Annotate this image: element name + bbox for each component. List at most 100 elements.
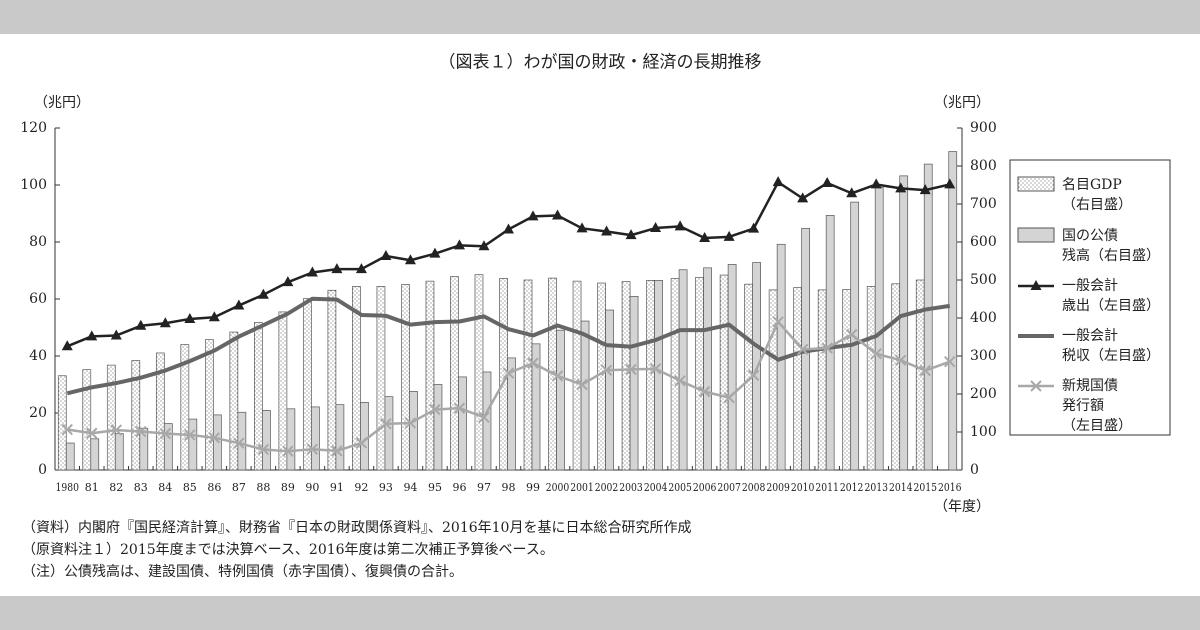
- bar: [254, 322, 263, 471]
- marker: [895, 354, 907, 366]
- bar: [384, 396, 394, 471]
- marker: [86, 330, 98, 341]
- footnote: （原資料注１）2015年度までは決算ベース、2016年度は第二次補正予算後ベース…: [22, 541, 554, 558]
- marker: [61, 340, 73, 351]
- bar: [531, 343, 541, 471]
- marker: [674, 220, 686, 231]
- bar: [90, 438, 100, 471]
- bar: [572, 280, 582, 471]
- marker: [429, 403, 441, 416]
- y2-unit: （兆円）: [934, 95, 990, 111]
- bar: [303, 298, 312, 471]
- x-tick-label: 2014: [889, 481, 913, 494]
- bar: [204, 339, 214, 471]
- bar: [621, 281, 631, 471]
- x-tick-label: 97: [477, 481, 491, 494]
- x-tick-label: 2015: [913, 481, 937, 494]
- marker: [527, 210, 539, 221]
- x-tick-label: 2011: [815, 481, 839, 494]
- marker: [821, 177, 833, 188]
- bar: [155, 352, 165, 471]
- bar: [923, 163, 933, 471]
- bar: [433, 384, 443, 471]
- marker: [110, 329, 122, 340]
- bar: [450, 276, 459, 471]
- legend-label: 新規国債: [1062, 378, 1118, 394]
- marker: [453, 239, 465, 250]
- marker: [723, 391, 735, 404]
- marker: [429, 247, 441, 258]
- bar: [163, 423, 173, 471]
- bar: [695, 276, 704, 471]
- bar: [727, 264, 737, 471]
- bar: [556, 329, 565, 471]
- marker: [650, 222, 662, 233]
- legend-swatch: [1017, 227, 1055, 243]
- bar: [842, 289, 852, 471]
- x-tick-label: 2010: [791, 481, 815, 494]
- marker: [380, 418, 392, 430]
- bar: [474, 274, 484, 471]
- marker: [919, 184, 931, 195]
- x-tick-label: 93: [379, 481, 393, 494]
- marker: [478, 411, 490, 423]
- bar: [360, 402, 369, 471]
- bar: [65, 442, 75, 471]
- bar: [874, 186, 884, 471]
- x-tick-label: 85: [183, 481, 197, 494]
- y2-tick-label: 500: [970, 272, 997, 288]
- bar: [229, 331, 239, 471]
- marker: [355, 263, 367, 274]
- x-tick-label: 99: [526, 481, 540, 494]
- marker: [404, 417, 417, 429]
- x-tick-label: 2004: [644, 481, 668, 494]
- marker: [919, 364, 931, 377]
- bar: [188, 418, 198, 471]
- marker: [404, 254, 416, 265]
- bar: [409, 390, 418, 471]
- marker: [61, 423, 73, 436]
- marker: [1030, 280, 1042, 290]
- x-tick-label: 2003: [619, 481, 643, 494]
- x-tick-label: 2001: [570, 481, 594, 494]
- x-tick-label: 84: [158, 481, 172, 494]
- x-tick-label: 2002: [595, 481, 619, 494]
- y2-tick-label: 700: [970, 196, 997, 212]
- bar: [327, 289, 337, 471]
- bar: [425, 280, 435, 471]
- x-tick-label: 83: [134, 481, 148, 494]
- y-tick-label: 60: [29, 291, 47, 307]
- y-tick-label: 120: [20, 120, 47, 136]
- x-unit: （年度）: [934, 499, 990, 515]
- footnote: （注）公債残高は、建設国債、特例国債（赤字国債）、復興債の合計。: [22, 563, 463, 580]
- marker: [135, 319, 147, 330]
- x-tick-label: 90: [305, 481, 319, 494]
- x-tick-label: 96: [452, 481, 466, 494]
- marker: [944, 178, 956, 189]
- bar: [899, 175, 909, 471]
- x-tick-label: 82: [109, 481, 123, 494]
- line: [66, 296, 951, 396]
- x-tick-label: 91: [330, 481, 344, 494]
- y-unit: （兆円）: [34, 95, 90, 111]
- marker: [895, 182, 907, 193]
- marker: [257, 288, 269, 299]
- bar: [948, 151, 958, 471]
- bar: [817, 289, 827, 471]
- marker: [1030, 380, 1042, 392]
- marker: [233, 299, 245, 310]
- marker: [331, 263, 343, 274]
- bar: [57, 375, 67, 471]
- x-tick-label: 2016: [938, 481, 962, 494]
- bar: [352, 286, 361, 471]
- marker: [184, 312, 196, 323]
- marker: [649, 363, 662, 375]
- marker: [748, 222, 760, 233]
- bar: [507, 357, 516, 471]
- header-band: [0, 0, 1200, 34]
- bar: [286, 408, 296, 471]
- y2-tick-label: 900: [970, 120, 997, 136]
- footer-band: [0, 596, 1200, 630]
- marker: [208, 432, 221, 444]
- bar: [719, 274, 729, 471]
